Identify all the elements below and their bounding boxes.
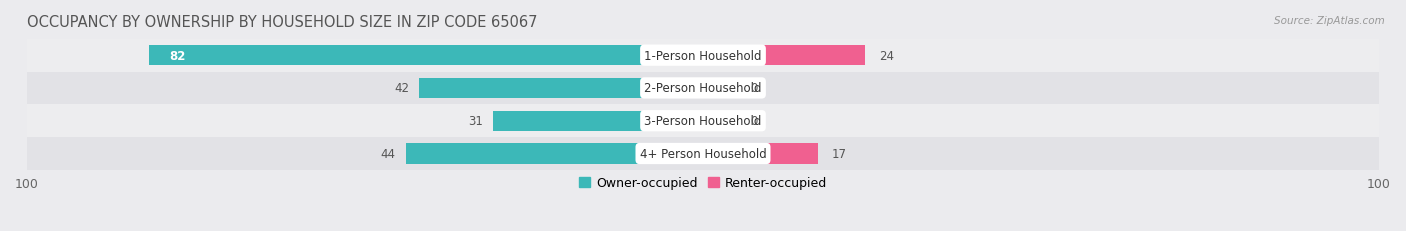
Text: Source: ZipAtlas.com: Source: ZipAtlas.com bbox=[1274, 16, 1385, 26]
Text: 17: 17 bbox=[831, 147, 846, 160]
Bar bbox=[27, 137, 1379, 170]
Bar bbox=[405, 144, 703, 164]
Text: 3-Person Household: 3-Person Household bbox=[644, 115, 762, 128]
Bar bbox=[494, 111, 703, 131]
Text: 4+ Person Household: 4+ Person Household bbox=[640, 147, 766, 160]
Text: 0: 0 bbox=[751, 115, 758, 128]
Bar bbox=[703, 111, 737, 131]
Bar bbox=[27, 40, 1379, 72]
Text: OCCUPANCY BY OWNERSHIP BY HOUSEHOLD SIZE IN ZIP CODE 65067: OCCUPANCY BY OWNERSHIP BY HOUSEHOLD SIZE… bbox=[27, 15, 537, 30]
Text: 0: 0 bbox=[751, 82, 758, 95]
Text: 82: 82 bbox=[169, 49, 186, 62]
Bar bbox=[419, 79, 703, 99]
Text: 2-Person Household: 2-Person Household bbox=[644, 82, 762, 95]
Bar bbox=[703, 46, 865, 66]
Bar bbox=[27, 72, 1379, 105]
Bar bbox=[703, 79, 737, 99]
Bar bbox=[149, 46, 703, 66]
Text: 24: 24 bbox=[879, 49, 894, 62]
Bar bbox=[703, 144, 818, 164]
Text: 42: 42 bbox=[394, 82, 409, 95]
Bar bbox=[27, 105, 1379, 137]
Text: 31: 31 bbox=[468, 115, 484, 128]
Text: 44: 44 bbox=[381, 147, 395, 160]
Legend: Owner-occupied, Renter-occupied: Owner-occupied, Renter-occupied bbox=[579, 177, 827, 190]
Text: 1-Person Household: 1-Person Household bbox=[644, 49, 762, 62]
